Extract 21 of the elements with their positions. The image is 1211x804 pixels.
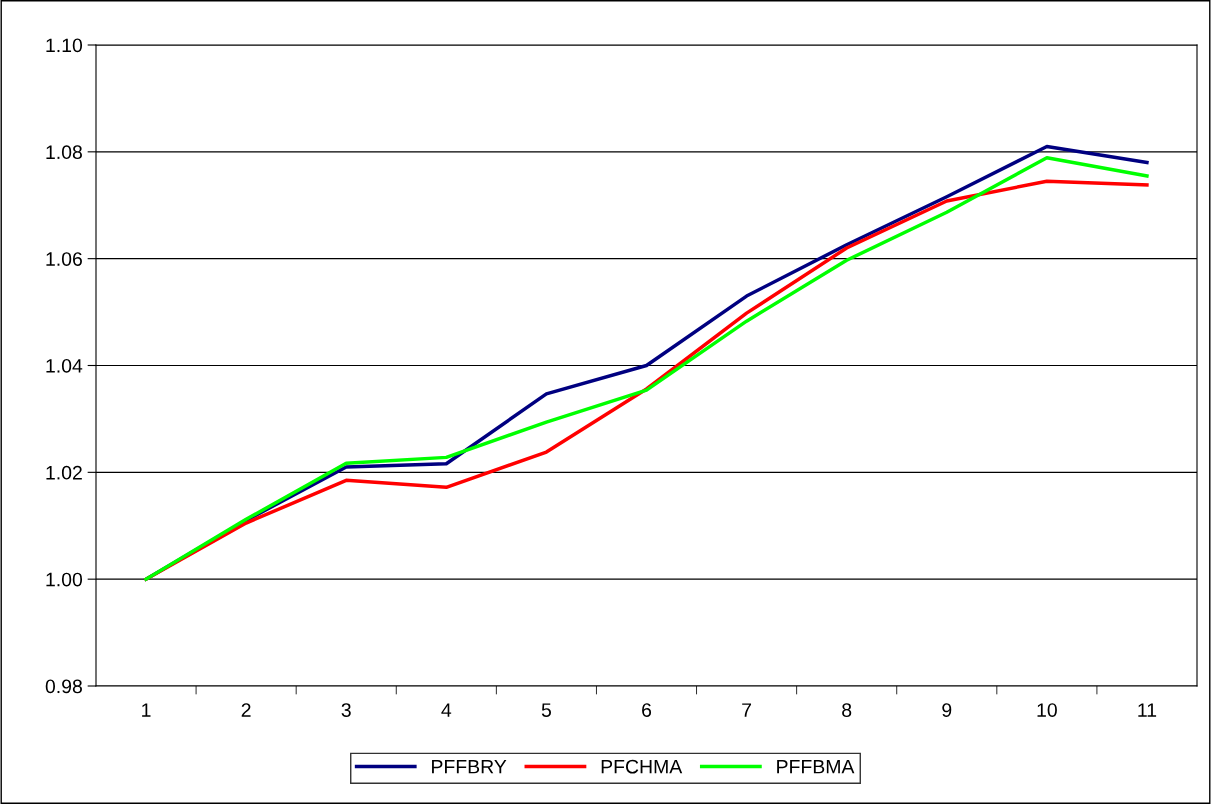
x-tick-label: 11	[1138, 703, 1157, 717]
x-tick-label: 4	[441, 703, 452, 717]
x-tick-label: 3	[341, 703, 351, 717]
x-tick-label: 1	[142, 703, 151, 717]
x-tick-label: 9	[942, 703, 952, 717]
x-tick-label: 10	[1037, 703, 1057, 717]
legend-label: PFCHMA	[601, 759, 683, 774]
x-tick-label: 8	[842, 703, 852, 717]
y-tick-label: 0.98	[45, 679, 82, 694]
y-tick-label: 1.10	[46, 38, 83, 53]
x-tick-label: 6	[642, 703, 652, 717]
legend-label: PFFBRY	[432, 759, 507, 774]
legend-label: PFFBMA	[777, 759, 855, 774]
x-tick-label: 5	[541, 703, 551, 717]
y-tick-label: 1.04	[46, 358, 83, 373]
y-tick-label: 1.08	[46, 145, 82, 160]
y-tick-label: 1.06	[46, 252, 82, 266]
x-tick-label: 2	[241, 703, 251, 717]
y-tick-label: 1.02	[46, 465, 82, 480]
y-tick-label: 1.00	[46, 572, 83, 587]
x-tick-label: 7	[742, 703, 752, 717]
